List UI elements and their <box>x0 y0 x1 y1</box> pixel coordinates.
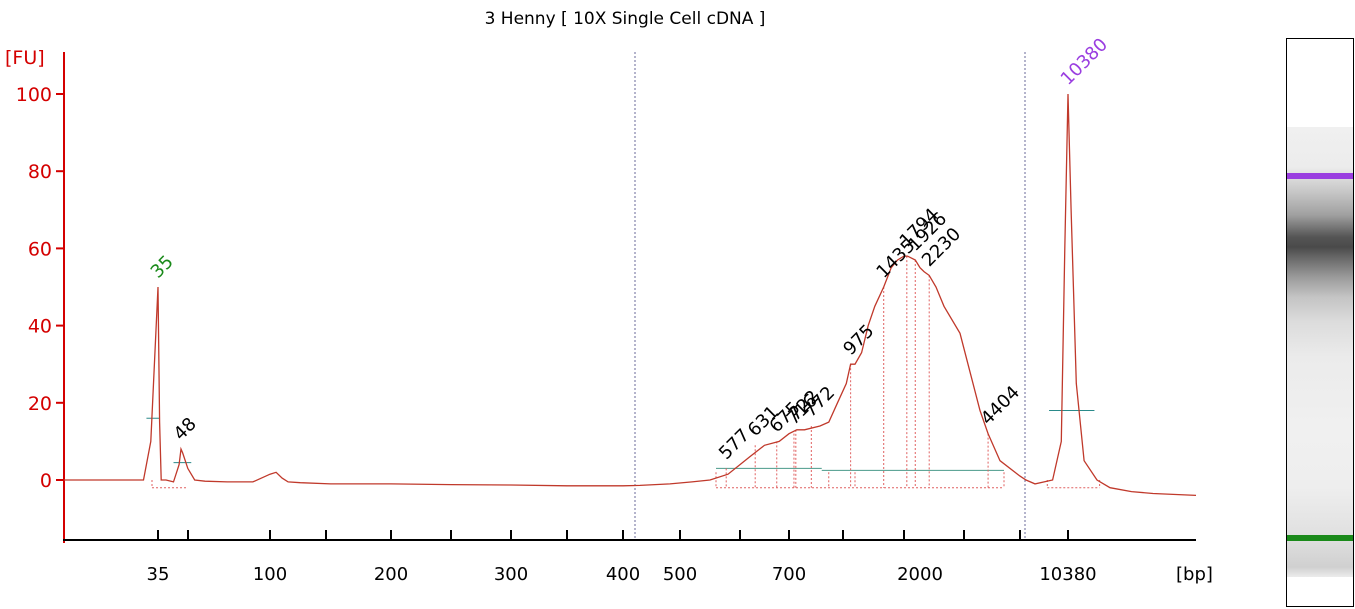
y-axis-unit-label: [FU] <box>5 47 45 69</box>
peak-label: 35 <box>147 251 178 282</box>
x-axis-unit-label: [bp] <box>1176 564 1213 585</box>
x-tick-label: 2000 <box>897 564 943 585</box>
peak-label: 48 <box>170 414 201 445</box>
x-tick-label: 700 <box>772 564 806 585</box>
x-tick-label: 35 <box>147 564 170 585</box>
gel-lane <box>1287 127 1353 577</box>
y-tick-label: 100 <box>16 84 52 106</box>
peak-label: 4404 <box>977 382 1024 429</box>
y-axis-ticks: 0 20 40 60 80 100 <box>16 84 64 492</box>
x-tick-label: 400 <box>606 564 640 585</box>
gel-image-panel <box>1286 38 1354 607</box>
upper-marker-band <box>1287 173 1353 179</box>
y-tick-label: 60 <box>28 238 52 260</box>
y-tick-label: 20 <box>28 393 52 415</box>
trace-line <box>64 93 1197 497</box>
x-tick-label: 300 <box>494 564 528 585</box>
x-axis-ticks: 35 100 200 300 400 500 700 2000 10380 <box>147 530 1097 585</box>
peak-label: 10380 <box>1057 34 1112 89</box>
chart-axes <box>63 52 1196 543</box>
fluorescence-trace <box>64 93 1197 497</box>
x-tick-label: 200 <box>374 564 408 585</box>
electropherogram-chart: 3 Henny [ 10X Single Cell cDNA ] [FU] [b… <box>5 9 1213 585</box>
region-boundary-lines <box>634 52 1026 540</box>
x-tick-label: 100 <box>253 564 287 585</box>
peak-label: 975 <box>839 321 878 360</box>
y-tick-label: 40 <box>28 316 52 338</box>
x-tick-label: 500 <box>663 564 697 585</box>
x-tick-label: 10380 <box>1039 564 1096 585</box>
peak-integration-marks <box>146 256 1101 489</box>
lower-marker-band <box>1287 535 1353 541</box>
y-tick-label: 0 <box>40 470 52 492</box>
chart-title: 3 Henny [ 10X Single Cell cDNA ] <box>485 9 766 29</box>
y-tick-label: 80 <box>28 161 52 183</box>
